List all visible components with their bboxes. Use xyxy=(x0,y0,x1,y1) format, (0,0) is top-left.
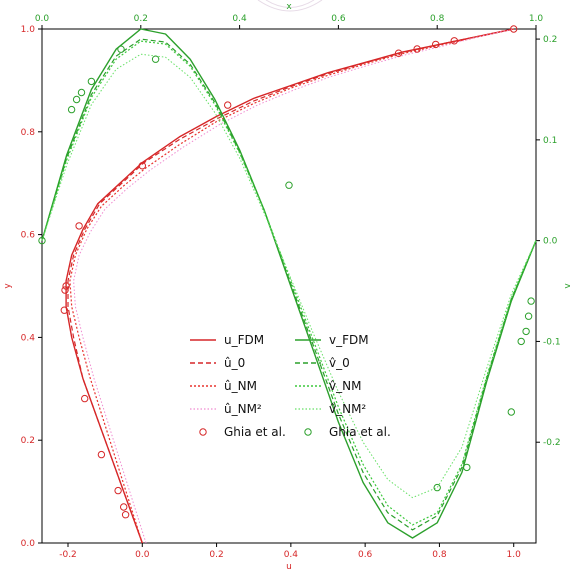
marker-ghia_u xyxy=(61,286,69,294)
legend-label: û_0 xyxy=(224,356,245,370)
left-tick-label: 0.6 xyxy=(21,231,36,241)
marker-ghia_u xyxy=(97,450,106,459)
top-axis-label-x: x xyxy=(286,2,292,12)
marker-ghia_u xyxy=(432,40,440,49)
bottom-tick-label: 0.4 xyxy=(284,550,299,560)
series-line-v_nm2 xyxy=(41,53,537,499)
right-tick-label: 0.0 xyxy=(543,237,558,247)
marker-ghia_u xyxy=(114,486,122,495)
top-tick-label: 0.0 xyxy=(35,14,50,24)
plot-area-border xyxy=(41,28,537,544)
marker-ghia_u xyxy=(121,511,130,519)
left-tick-label: 1.0 xyxy=(21,25,36,35)
series-line-u_0 xyxy=(67,28,514,544)
plot-frame xyxy=(41,28,537,544)
top-tick-label: 0.4 xyxy=(232,14,247,24)
marker-ghia_v xyxy=(151,55,160,63)
legend-label: v̂_NM² xyxy=(329,402,366,416)
marker-ghia_u xyxy=(120,503,128,511)
marker-ghia_v xyxy=(117,45,125,53)
bottom-tick-label: -0.2 xyxy=(59,550,77,560)
bottom-tick-label: 0.0 xyxy=(135,550,150,560)
marker-ghia_u xyxy=(450,37,458,45)
series-lines xyxy=(41,28,537,544)
marker-ghia_v xyxy=(524,312,533,320)
legend-label: v̂_0 xyxy=(329,356,350,370)
bottom-tick-label: 0.6 xyxy=(358,550,373,560)
legend-swatch-marker xyxy=(304,428,312,436)
marker-ghia_v xyxy=(77,88,86,97)
axis-ticks: -0.2 0.0 0.2 0.4 0.6 0.8 1.00.00.20.40.60.81.0… xyxy=(21,14,561,560)
marker-ghia_v xyxy=(522,327,530,336)
right-tick-label: 0.1 xyxy=(543,136,557,146)
marker-ghia_u xyxy=(413,45,421,53)
marker-ghia_v xyxy=(285,181,293,189)
series-line-v_0 xyxy=(41,38,537,531)
series-line-u_nm2 xyxy=(73,28,514,544)
marker-ghia_v xyxy=(463,463,471,472)
marker-ghia_v xyxy=(38,236,46,245)
left-tick-label: 0.4 xyxy=(21,333,36,343)
marker-ghia_u xyxy=(62,282,70,290)
left-tick-label: 0.8 xyxy=(21,128,36,138)
marker-ghia_u xyxy=(224,101,232,109)
legend-label: û_NM xyxy=(224,379,257,393)
legend-label: v̂_NM xyxy=(329,379,361,393)
watermark-seal xyxy=(257,0,323,12)
right-tick-label: -0.1 xyxy=(543,337,561,347)
right-tick-label: -0.2 xyxy=(543,438,561,448)
ghia-markers xyxy=(38,25,535,519)
y-axis-label-y: y xyxy=(3,283,13,289)
legend-label: v_FDM xyxy=(329,333,369,347)
marker-ghia_u xyxy=(394,49,403,57)
legend: u_FDM û_0 û_NM û_NM² Ghia et al. v_FDM v̂_0 v̂_… xyxy=(190,333,391,439)
series-line-u_fdm xyxy=(65,28,514,544)
legend-label: Ghia et al. xyxy=(224,425,286,439)
marker-ghia_u xyxy=(510,25,518,33)
marker-ghia_v xyxy=(527,297,535,305)
marker-ghia_u xyxy=(75,222,83,230)
top-tick-label: 0.6 xyxy=(331,14,346,24)
left-tick-label: 0.2 xyxy=(21,436,35,446)
series-line-v_fdm xyxy=(41,28,537,539)
legend-label: Ghia et al. xyxy=(329,425,391,439)
marker-ghia_v xyxy=(507,408,515,416)
marker-ghia_v xyxy=(72,95,81,104)
x-axis-label-u: u xyxy=(286,562,292,571)
marker-ghia_u xyxy=(81,394,89,403)
top-tick-label: 0.8 xyxy=(430,14,445,24)
marker-ghia_u xyxy=(60,306,69,314)
marker-ghia_v xyxy=(433,483,441,492)
bottom-tick-label: 0.8 xyxy=(432,550,447,560)
bottom-tick-label: 0.2 xyxy=(209,550,223,560)
legend-label: û_NM² xyxy=(224,402,262,416)
legend-label: u_FDM xyxy=(224,333,264,347)
marker-ghia_u xyxy=(138,162,147,170)
right-axis-label-v: v xyxy=(563,283,573,289)
legend-swatch-marker xyxy=(199,428,207,436)
marker-ghia_v xyxy=(67,105,76,114)
left-tick-label: 0.0 xyxy=(21,539,36,549)
top-tick-label: 0.2 xyxy=(134,14,148,24)
bottom-tick-label: 1.0 xyxy=(507,550,522,560)
right-tick-label: 0.2 xyxy=(543,35,557,45)
marker-ghia_v xyxy=(87,77,96,86)
series-line-u_nm xyxy=(69,28,514,544)
marker-ghia_v xyxy=(517,337,525,346)
top-tick-label: 1.0 xyxy=(529,14,544,24)
